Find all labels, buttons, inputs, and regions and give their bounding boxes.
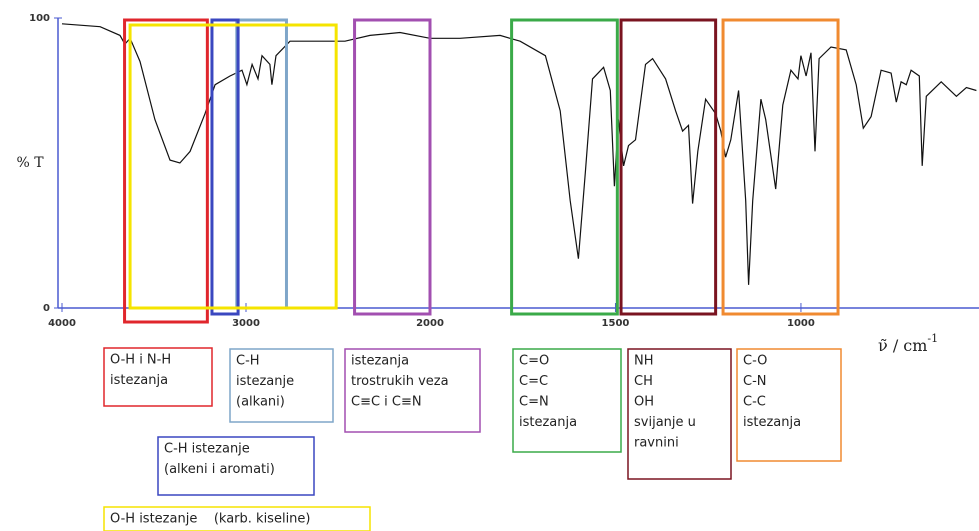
region-label: C-H istezanje (164, 442, 250, 457)
y-tick-label: 0 (43, 303, 50, 314)
y-axis-label: % T (16, 155, 44, 171)
x-tick-label: 4000 (48, 318, 76, 329)
region-label: istezanja (351, 354, 409, 369)
region-label: istezanja (519, 415, 577, 430)
region-label: C=O (519, 354, 549, 369)
x-axis-label-text: ν̃ / cm (878, 336, 927, 355)
region-label: C-N (743, 374, 767, 389)
region-label: ravnini (634, 436, 679, 451)
region-box (353, 18, 432, 316)
region-label: C=N (519, 395, 549, 410)
region-label-box (103, 347, 213, 407)
region-label-box (512, 348, 622, 453)
y-tick-label: 100 (29, 13, 50, 24)
region-box (721, 18, 840, 316)
x-tick-label: 1500 (602, 318, 630, 329)
region-label: C-O (743, 354, 767, 369)
region-box (210, 18, 240, 316)
region-label-box (627, 348, 732, 480)
region-label: (alkani) (236, 395, 285, 410)
spectrum-line (61, 23, 977, 285)
region-label: istezanja (110, 373, 168, 388)
region-box (619, 18, 718, 316)
x-axis-label: ν̃ / cm-1 (878, 332, 938, 355)
region-label: C-C (743, 395, 766, 410)
region-label: svijanje u (634, 415, 696, 430)
region-label-box (344, 348, 481, 433)
region-label-box (103, 506, 371, 531)
region-label: C-H (236, 354, 260, 369)
region-label: C=C (519, 374, 548, 389)
x-tick-label: 2000 (416, 318, 444, 329)
region-box (510, 18, 619, 316)
region-label: OH (634, 395, 654, 410)
region-box (128, 23, 338, 310)
region-label-box (157, 436, 315, 496)
region-label: O-H i N-H (110, 353, 171, 368)
region-label: trostrukih veza (351, 374, 449, 389)
region-label: (alkeni i aromati) (164, 462, 275, 477)
region-label: istezanja (743, 415, 801, 430)
region-label: istezanje (236, 374, 294, 389)
x-tick-label: 3000 (232, 318, 260, 329)
x-axis-label-superscript: -1 (927, 332, 938, 345)
region-label-box (229, 348, 334, 423)
x-tick-label: 1000 (787, 318, 815, 329)
region-label: CH (634, 374, 653, 389)
region-label: C≡C i C≡N (351, 395, 422, 410)
region-label: O-H istezanje (karb. kiseline) (110, 512, 310, 527)
region-label: NH (634, 354, 654, 369)
region-box (123, 18, 209, 324)
region-box (235, 18, 288, 310)
region-label-box (736, 348, 842, 462)
